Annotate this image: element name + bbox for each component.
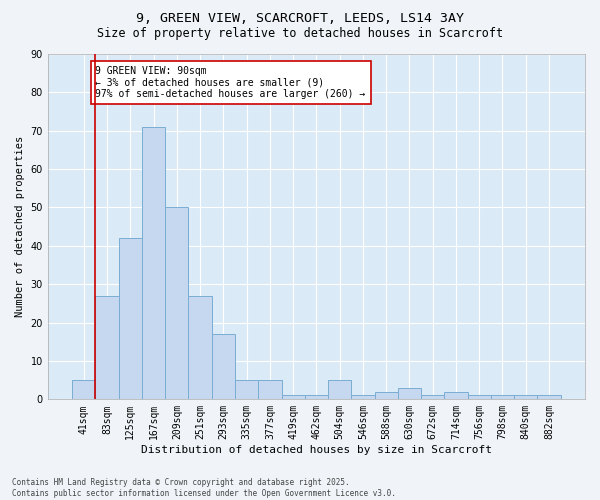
Bar (142, 127, 165, 400)
Bar (95, 296, 119, 400)
Bar (258, 380, 281, 400)
Text: Contains HM Land Registry data © Crown copyright and database right 2025.
Contai: Contains HM Land Registry data © Crown c… (12, 478, 396, 498)
Bar (305, 396, 328, 400)
Text: 9 GREEN VIEW: 90sqm
← 3% of detached houses are smaller (9)
97% of semi-detached: 9 GREEN VIEW: 90sqm ← 3% of detached hou… (95, 66, 366, 98)
Bar (119, 238, 142, 400)
X-axis label: Distribution of detached houses by size in Scarcroft: Distribution of detached houses by size … (141, 445, 492, 455)
Bar (72, 380, 95, 400)
Bar (165, 208, 188, 400)
Text: 9, GREEN VIEW, SCARCROFT, LEEDS, LS14 3AY: 9, GREEN VIEW, SCARCROFT, LEEDS, LS14 3A… (136, 12, 464, 26)
Text: Size of property relative to detached houses in Scarcroft: Size of property relative to detached ho… (97, 28, 503, 40)
Bar (188, 296, 212, 400)
Bar (281, 396, 305, 400)
Bar (212, 334, 235, 400)
Y-axis label: Number of detached properties: Number of detached properties (15, 136, 25, 318)
Bar (235, 380, 258, 400)
Bar (374, 392, 398, 400)
Bar (538, 396, 560, 400)
Bar (351, 396, 374, 400)
Bar (491, 396, 514, 400)
Bar (421, 396, 445, 400)
Bar (328, 380, 351, 400)
Bar (445, 392, 467, 400)
Bar (467, 396, 491, 400)
Bar (398, 388, 421, 400)
Bar (514, 396, 538, 400)
